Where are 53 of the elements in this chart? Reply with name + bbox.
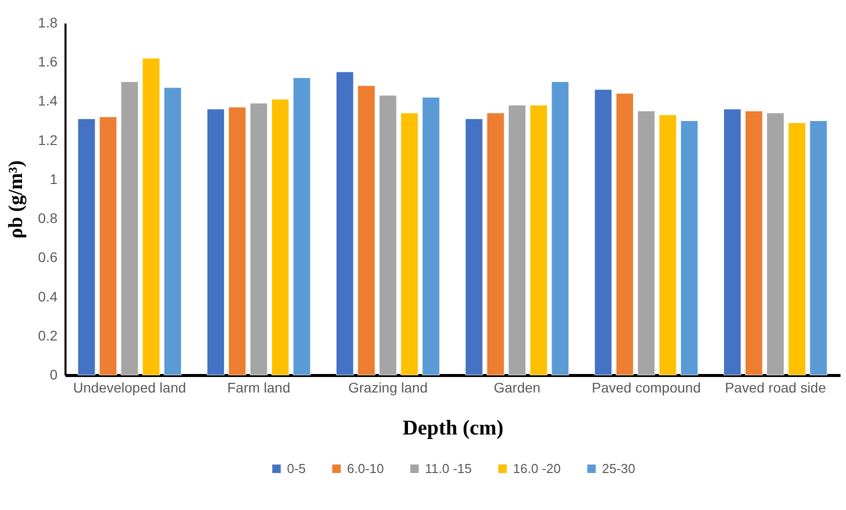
bar [658, 114, 677, 376]
y-tick-label: 0.2 [38, 327, 58, 344]
y-tick-label: 1.8 [38, 14, 58, 30]
bar [766, 112, 784, 376]
bar [99, 116, 117, 376]
y-tick-label: 0 [50, 366, 58, 382]
bar [228, 106, 246, 376]
bar [680, 120, 698, 376]
bar [788, 122, 806, 376]
bar [142, 58, 160, 376]
x-tick-label: Undeveloped land [73, 380, 186, 396]
y-tick-label: 1.2 [38, 132, 58, 148]
x-tick-label: Paved compound [592, 380, 701, 396]
bar [551, 81, 569, 376]
bar [422, 97, 440, 376]
bar [250, 102, 268, 376]
bar [616, 93, 634, 376]
y-tick-label: 0.6 [38, 249, 58, 266]
bar [724, 108, 742, 376]
legend-label: 6.0-10 [347, 460, 384, 476]
legend-label: 0-5 [287, 460, 306, 476]
x-axis-title: Depth (cm) [402, 416, 504, 440]
y-tick-label: 1.4 [38, 92, 58, 109]
y-tick-label: 0.8 [38, 210, 58, 226]
bar [400, 112, 418, 376]
legend-label: 25-30 [602, 460, 636, 476]
bar [465, 118, 483, 376]
bar [637, 110, 656, 376]
y-tick-label: 0.4 [38, 288, 58, 304]
y-axis-title: ρb (g/m³) [5, 160, 28, 239]
bar [78, 118, 96, 376]
y-tick-label: 1 [50, 170, 58, 187]
bar [379, 95, 397, 376]
x-tick-label: Farm land [227, 380, 290, 396]
x-tick-label: Garden [494, 380, 540, 396]
bar [594, 89, 612, 376]
bar [358, 85, 376, 376]
bar [206, 108, 225, 376]
bar [292, 78, 311, 376]
y-tick-label: 1.6 [38, 54, 58, 70]
bar [120, 81, 138, 376]
bar [530, 104, 548, 376]
bar [810, 120, 828, 376]
bar [164, 87, 182, 376]
bar [508, 104, 526, 376]
x-tick-label: Paved road side [724, 380, 826, 396]
bar [745, 110, 763, 376]
bar [336, 72, 354, 376]
legend-label: 11.0 -15 [425, 460, 472, 476]
legend-label: 16.0 -20 [513, 460, 561, 476]
bar [486, 112, 504, 376]
x-tick-label: Grazing land [348, 380, 428, 396]
bar [271, 99, 290, 376]
